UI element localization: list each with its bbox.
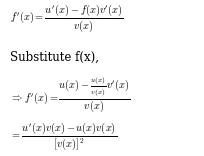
Text: $= \dfrac{u^{\prime}(x)v(x)-u(x)v(x)}{[v(x)]^{2}}$: $= \dfrac{u^{\prime}(x)v(x)-u(x)v(x)}{[v…	[10, 121, 117, 153]
Text: $\Rightarrow f^{\prime}(x) = \dfrac{u(x)-\frac{u(x)}{v(x)}v^{\prime}(x)}{v(x)}$: $\Rightarrow f^{\prime}(x) = \dfrac{u(x)…	[10, 74, 131, 114]
Text: $f^{\prime}(x) = \dfrac{u^{\prime}(x)-f(x)v^{\prime}(x)}{v(x)}$: $f^{\prime}(x) = \dfrac{u^{\prime}(x)-f(…	[10, 3, 124, 34]
Text: Substitute f(x),: Substitute f(x),	[10, 50, 99, 63]
